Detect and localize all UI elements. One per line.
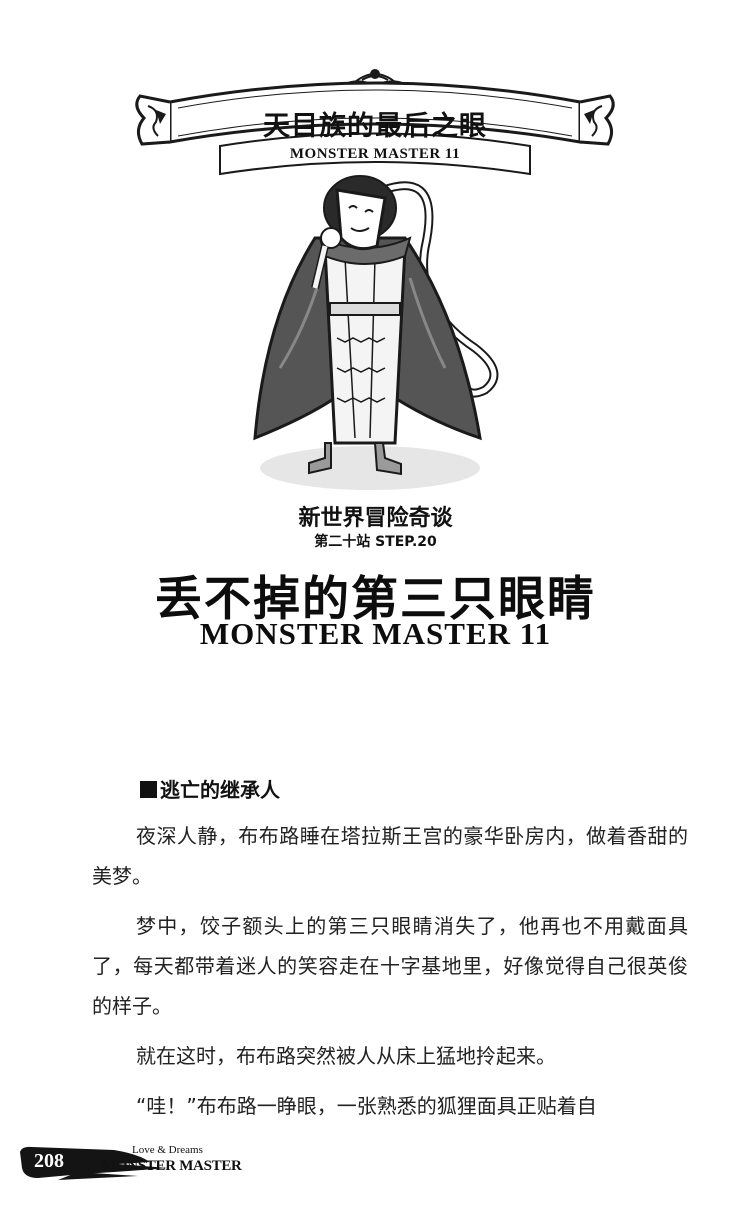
character-illustration bbox=[245, 168, 515, 498]
paragraph: 就在这时，布布路突然被人从床上猛地拎起来。 bbox=[136, 1044, 556, 1068]
masked-character-image bbox=[253, 175, 499, 490]
black-square-icon bbox=[140, 781, 157, 798]
paragraph: 梦中，饺子额头上的第三只眼睛消失了，他再也不用戴面具了，每天都带着迷人的笑容走在… bbox=[92, 914, 688, 1018]
paragraph: “哇！”布布路一睁眼，一张熟悉的狐狸面具正贴着自 bbox=[136, 1094, 597, 1118]
body-text: 夜深人静，布布路睡在塔拉斯王宫的豪华卧房内，做着香甜的美梦。 梦中，饺子额头上的… bbox=[92, 816, 688, 1136]
page-number: 208 bbox=[34, 1150, 64, 1172]
title-banner: 天目族的最后之眼 MONSTER MASTER 11 bbox=[130, 66, 620, 186]
banner-subtitle: MONSTER MASTER 11 bbox=[289, 146, 461, 162]
footer-tagline: Love & Dreams bbox=[132, 1144, 203, 1156]
banner-title: 天目族的最后之眼 bbox=[263, 111, 487, 142]
paragraph: 夜深人静，布布路睡在塔拉斯王宫的豪华卧房内，做着香甜的美梦。 bbox=[92, 824, 688, 888]
section-heading-text: 逃亡的继承人 bbox=[160, 778, 280, 802]
page-footer: 208 Love & Dreams MONSTER MASTER bbox=[18, 1138, 258, 1186]
ribbon-ornament bbox=[135, 69, 615, 176]
series-title: 新世界冒险奇谈 bbox=[298, 506, 453, 531]
footer-brand: MONSTER MASTER bbox=[102, 1158, 242, 1174]
brush-stroke-icon bbox=[20, 1146, 168, 1180]
station-label: 第二十站 STEP.20 bbox=[314, 534, 437, 550]
chapter-title: 丢不掉的第三只眼睛 bbox=[155, 572, 596, 627]
chapter-subtitle: MONSTER MASTER 11 bbox=[199, 616, 552, 651]
section-heading: 逃亡的继承人 bbox=[140, 774, 280, 803]
